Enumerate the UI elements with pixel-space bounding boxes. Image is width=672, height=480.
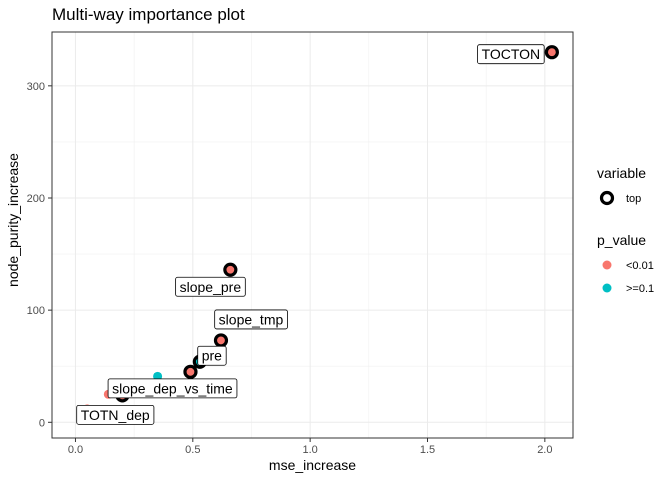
legend-title: p_value	[597, 232, 646, 248]
point-label-text: slope_pre	[180, 279, 242, 295]
point-label-text: pre	[202, 348, 222, 364]
data-point-top	[223, 262, 238, 277]
point-label: slope_tmp	[214, 309, 288, 330]
point-label: TOTN_dep	[76, 404, 155, 425]
legend: variable top p_value <0.01 >=0.1	[597, 165, 654, 295]
x-tick-label: 0.0	[68, 444, 83, 456]
legend-label: <0.01	[626, 260, 654, 272]
axis-ticks: 0.0 0.5 1.0 1.5 2.0 0 100 200 300	[27, 81, 553, 456]
point-label-box	[76, 404, 155, 425]
legend-key-ring	[599, 190, 615, 206]
x-tick-label: 2.0	[537, 444, 552, 456]
point-label-text: TOCTON	[482, 46, 541, 62]
y-tick-label: 0	[39, 417, 45, 429]
data-point-top	[183, 364, 198, 379]
point-label-text: TOTN_dep	[81, 407, 150, 423]
x-tick-label: 0.5	[185, 444, 200, 456]
data-point-top	[544, 45, 559, 60]
point-label: TOCTON	[477, 44, 545, 65]
point-label: slope_pre	[175, 276, 246, 297]
legend-label: top	[626, 193, 641, 205]
point-label-box	[107, 378, 238, 399]
legend-key-dot	[602, 260, 612, 270]
point-label-box	[477, 44, 545, 65]
y-tick-label: 300	[27, 81, 45, 93]
y-axis-title: node_purity_increase	[5, 153, 21, 287]
panel-border	[51, 31, 574, 439]
legend-title: variable	[597, 165, 646, 181]
point-label-box	[175, 276, 246, 297]
point-label-text: slope_tmp	[219, 311, 284, 327]
point-label-text: slope_dep_vs_time	[112, 380, 233, 396]
data-point-top	[213, 333, 229, 348]
x-tick-label: 1.0	[303, 444, 318, 456]
y-tick-label: 200	[27, 193, 45, 205]
legend-label: >=0.1	[626, 283, 654, 295]
grid	[52, 32, 573, 438]
chart-title: Multi-way importance plot	[52, 5, 245, 24]
y-tick-label: 100	[27, 305, 45, 317]
x-axis-title: mse_increase	[269, 457, 356, 473]
x-tick-label: 1.5	[420, 444, 435, 456]
point-label-box	[214, 309, 288, 330]
legend-key-dot	[602, 283, 612, 293]
point-label: pre	[197, 345, 227, 366]
point-label: slope_dep_vs_time	[107, 378, 238, 399]
point-label-box	[197, 345, 227, 366]
